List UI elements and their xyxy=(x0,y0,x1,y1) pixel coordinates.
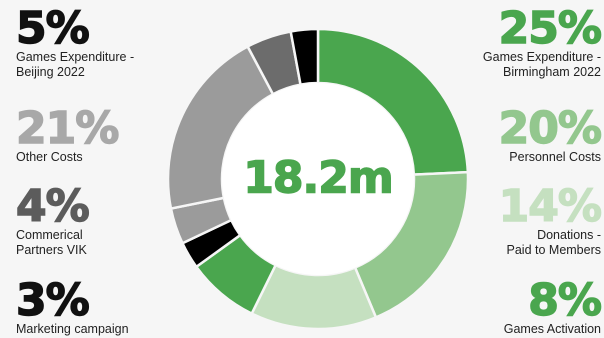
donut-chart xyxy=(166,27,470,331)
stat-label-line: Games Activation xyxy=(503,322,601,336)
stat-label-line: Paid to Members xyxy=(506,243,601,257)
stat-percent: 14% xyxy=(498,181,603,232)
stat-birmingham-expenditure: 25% Games Expenditure - Birmingham 2022 xyxy=(482,3,603,80)
stat-percent: 8% xyxy=(528,275,603,326)
stat-label-line: Personnel Costs xyxy=(509,150,601,164)
stat-label-line: Donations - xyxy=(537,228,601,242)
stat-label-line: Beijing 2022 xyxy=(16,65,85,79)
stat-marketing-campaign: 3% Marketing campaign xyxy=(15,275,129,337)
stat-commercial-partners: 4% Commerical Partners VIK xyxy=(15,181,90,258)
stat-personnel-costs: 20% Personnel Costs xyxy=(498,103,603,165)
donut-hole xyxy=(222,83,414,275)
stat-percent: 4% xyxy=(15,181,90,232)
stat-other-costs: 21% Other Costs xyxy=(15,103,120,165)
stat-label-line: Birmingham 2022 xyxy=(503,65,601,79)
stat-percent: 25% xyxy=(498,3,603,54)
stat-beijing-expenditure: 5% Games Expenditure - Beijing 2022 xyxy=(15,3,135,80)
stat-games-activation: 8% Games Activation xyxy=(503,275,603,337)
stat-percent: 5% xyxy=(15,3,90,54)
stat-percent: 3% xyxy=(15,275,90,326)
stat-label-line: Marketing campaign xyxy=(16,322,129,336)
stat-label-line: Other Costs xyxy=(16,150,83,164)
stat-label-line: Games Expenditure - xyxy=(482,50,601,64)
stat-label-line: Games Expenditure - xyxy=(16,50,135,64)
stat-percent: 20% xyxy=(498,103,603,154)
stat-donations: 14% Donations - Paid to Members xyxy=(498,181,603,258)
stat-label-line: Commerical xyxy=(16,228,83,242)
stat-percent: 21% xyxy=(15,103,120,154)
stat-label-line: Partners VIK xyxy=(16,243,87,257)
donut-center-total: 18.2m xyxy=(243,152,395,205)
